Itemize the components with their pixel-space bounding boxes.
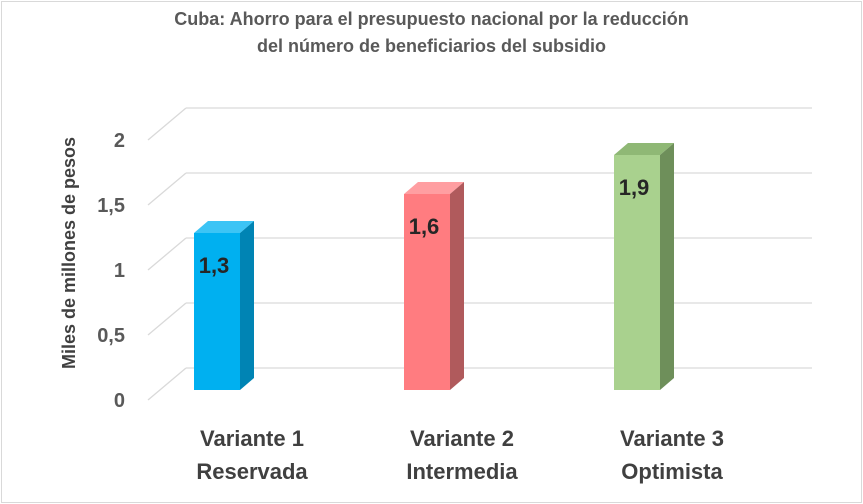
bar-top [614, 143, 674, 155]
gridline-diagonal [147, 367, 187, 401]
bars: 1,3 1,6 1,9 [194, 143, 674, 390]
data-label: 1,6 [409, 214, 440, 239]
bar-side [450, 182, 464, 390]
y-axis-label: Miles de millones de pesos [59, 137, 79, 369]
x-axis-categories: Variante 1 Reservada Variante 2 Intermedia V… [196, 426, 724, 484]
gridlines [147, 107, 812, 401]
bar-top [194, 221, 254, 233]
category-label-line2: Intermedia [406, 459, 518, 484]
bar-top [404, 182, 464, 194]
chart-title: Cuba: Ahorro para el presupuesto naciona… [0, 6, 863, 60]
y-tick-label: 0,5 [97, 325, 125, 347]
chart-title-line1: Cuba: Ahorro para el presupuesto naciona… [174, 9, 689, 29]
gridline-diagonal [147, 237, 187, 271]
gridline-diagonal [147, 172, 187, 206]
bar-front [614, 155, 660, 390]
bar-front [404, 194, 450, 390]
y-tick-label: 0 [114, 390, 125, 412]
y-tick-label: 2 [114, 130, 125, 152]
bar-side [660, 143, 674, 390]
y-axis-ticks: 0 0,5 1 1,5 2 [97, 130, 125, 412]
bar-front [194, 233, 240, 390]
gridline-diagonal [147, 302, 187, 336]
y-tick-label: 1 [114, 260, 125, 282]
bar-2: 1,6 [404, 182, 464, 390]
y-tick-label: 1,5 [97, 195, 125, 217]
category-label-line1: Variante 2 [410, 426, 514, 451]
bar-1: 1,3 [194, 221, 254, 390]
bar-side [240, 221, 254, 390]
category-label-line2: Optimista [621, 459, 723, 484]
bar-3: 1,9 [614, 143, 674, 390]
gridline-diagonal [147, 107, 187, 141]
chart-title-line2: del número de beneficiarios del subsidio [256, 36, 607, 56]
category-label-line2: Reservada [196, 459, 308, 484]
data-label: 1,9 [619, 175, 650, 200]
category-label-line1: Variante 3 [620, 426, 724, 451]
data-label: 1,3 [199, 253, 230, 278]
category-label-line1: Variante 1 [200, 426, 304, 451]
